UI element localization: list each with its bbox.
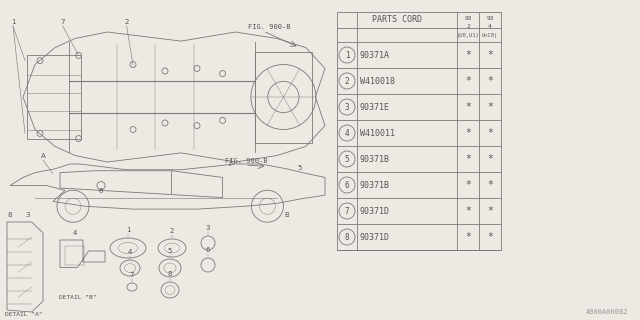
Text: 4: 4 xyxy=(488,23,492,28)
Text: 2: 2 xyxy=(345,76,349,85)
Text: FIG. 900-B: FIG. 900-B xyxy=(225,158,268,164)
Text: 3: 3 xyxy=(205,225,211,231)
Text: 7: 7 xyxy=(130,272,134,278)
Text: *: * xyxy=(487,154,493,164)
Text: *: * xyxy=(465,102,471,112)
Text: *: * xyxy=(487,128,493,138)
Text: B: B xyxy=(284,212,289,218)
Text: 7: 7 xyxy=(345,206,349,215)
Text: 90371B: 90371B xyxy=(360,180,390,189)
Text: 1: 1 xyxy=(345,51,349,60)
Bar xyxy=(65,245,84,265)
Text: 8: 8 xyxy=(168,271,172,277)
Text: 5: 5 xyxy=(345,155,349,164)
Text: 90371D: 90371D xyxy=(360,233,390,242)
Text: W410018: W410018 xyxy=(360,76,395,85)
Text: *: * xyxy=(465,232,471,242)
Text: W410011: W410011 xyxy=(360,129,395,138)
Text: 3: 3 xyxy=(26,212,30,218)
Text: *: * xyxy=(465,76,471,86)
Text: *: * xyxy=(465,206,471,216)
Bar xyxy=(337,12,501,250)
Text: 6: 6 xyxy=(345,180,349,189)
Text: A: A xyxy=(40,153,45,159)
Text: 2: 2 xyxy=(466,23,470,28)
Text: *: * xyxy=(465,50,471,60)
Text: *: * xyxy=(465,180,471,190)
Text: 4: 4 xyxy=(345,129,349,138)
Text: *: * xyxy=(487,232,493,242)
Text: 5: 5 xyxy=(168,248,172,254)
Text: *: * xyxy=(465,128,471,138)
Text: 90371D: 90371D xyxy=(360,206,390,215)
Text: FIG. 900-B: FIG. 900-B xyxy=(248,24,291,30)
Text: 4: 4 xyxy=(128,249,132,255)
Text: 2: 2 xyxy=(170,228,174,234)
Bar xyxy=(27,55,81,139)
Text: *: * xyxy=(487,76,493,86)
Text: 93: 93 xyxy=(464,16,472,21)
Text: 8: 8 xyxy=(8,212,12,218)
Text: 6: 6 xyxy=(99,188,103,194)
Text: 2: 2 xyxy=(124,19,129,25)
Text: DETAIL "B": DETAIL "B" xyxy=(59,295,96,300)
Bar xyxy=(255,52,312,142)
Text: 1: 1 xyxy=(125,227,131,233)
Text: *: * xyxy=(487,206,493,216)
Text: 93: 93 xyxy=(486,16,493,21)
Text: *: * xyxy=(487,180,493,190)
Text: *: * xyxy=(487,102,493,112)
Text: 8: 8 xyxy=(345,233,349,242)
Text: 3: 3 xyxy=(345,102,349,111)
Text: 90371B: 90371B xyxy=(360,155,390,164)
Text: DETAIL "A": DETAIL "A" xyxy=(5,312,43,317)
Text: 6: 6 xyxy=(205,247,211,253)
Text: A900A00082: A900A00082 xyxy=(586,309,628,315)
Text: 90371E: 90371E xyxy=(360,102,390,111)
Text: U<C0): U<C0) xyxy=(482,33,498,37)
Text: (U0,U1): (U0,U1) xyxy=(456,33,479,37)
Text: 7: 7 xyxy=(60,19,65,25)
Text: *: * xyxy=(465,154,471,164)
Text: PARTS CORD: PARTS CORD xyxy=(372,15,422,25)
Text: 1: 1 xyxy=(11,19,15,25)
Text: 90371A: 90371A xyxy=(360,51,390,60)
Text: 4: 4 xyxy=(73,230,77,236)
Text: *: * xyxy=(487,50,493,60)
Text: 5: 5 xyxy=(297,165,301,171)
